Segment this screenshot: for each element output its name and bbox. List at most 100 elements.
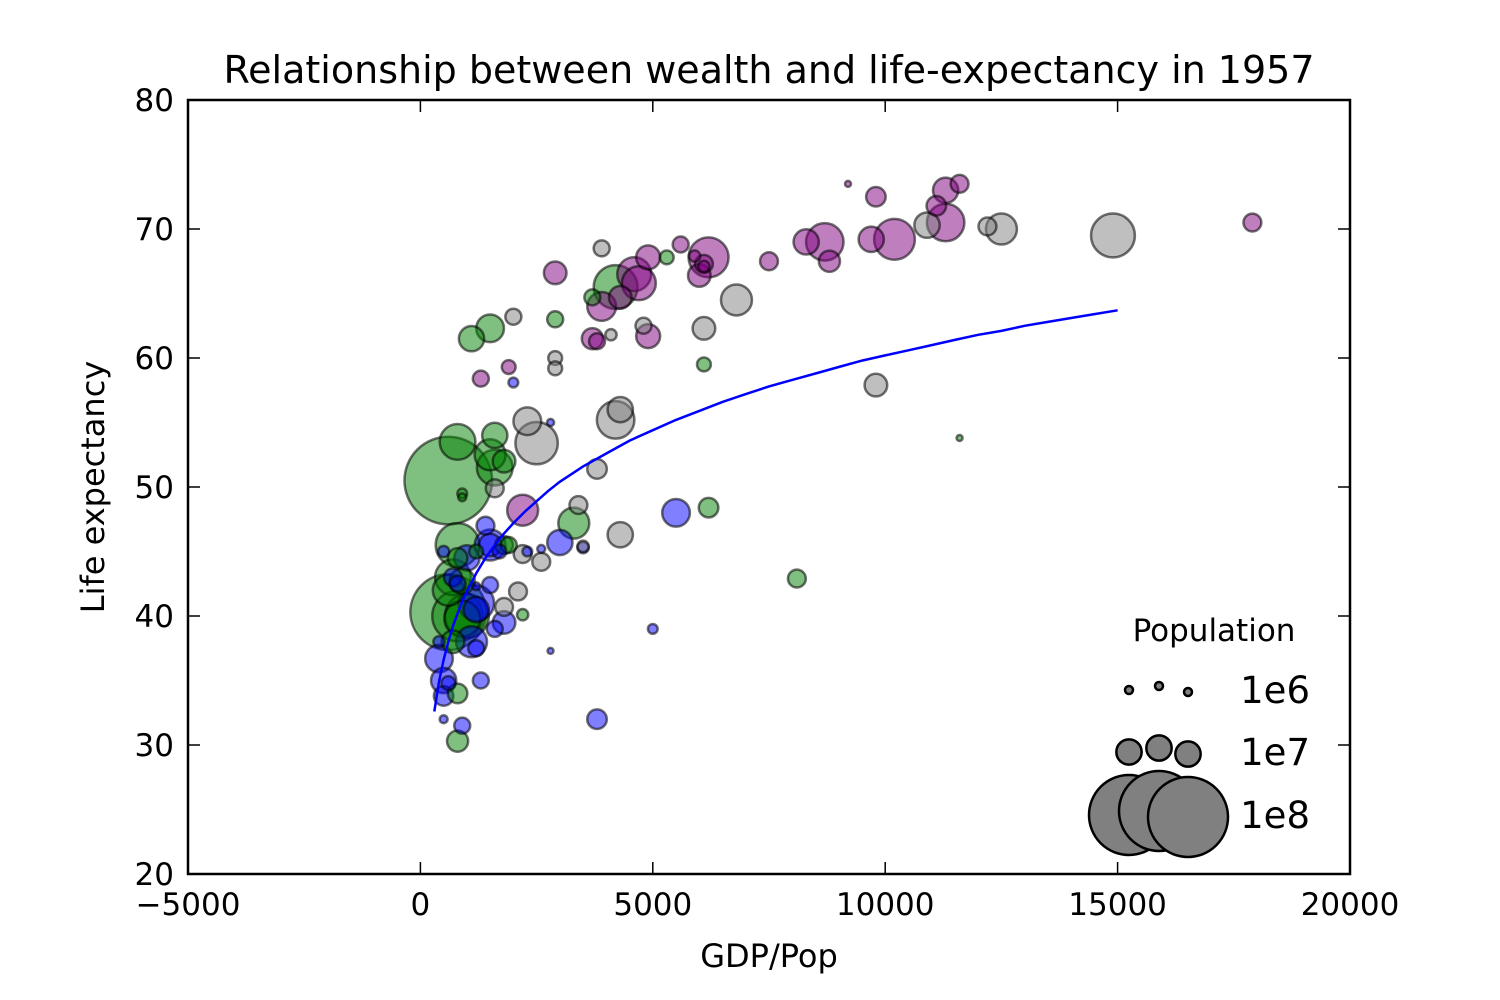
data-point-gray-24 — [493, 596, 515, 618]
axis-ticks: −5000 0 5000 10000 15000 20000 20 30 40 50 60 70 80 — [135, 83, 1400, 923]
data-point-purple-26 — [587, 331, 607, 351]
y-tick-label: 70 — [135, 212, 174, 248]
data-point-gray-5 — [691, 315, 717, 341]
x-axis-label: GDP/Pop — [700, 937, 838, 975]
data-point-blue-12 — [480, 575, 500, 595]
data-point-blue-26 — [438, 713, 449, 725]
data-point-purple-17 — [634, 244, 662, 271]
data-point-blue-10 — [448, 574, 467, 593]
data-point-purple-6 — [1242, 212, 1263, 233]
data-point-green-28 — [786, 568, 808, 589]
legend-label-1e7: 1e7 — [1240, 731, 1310, 774]
data-point-blue-7 — [545, 528, 574, 557]
data-point-gray-12 — [863, 372, 889, 398]
data-point-purple-12 — [758, 251, 780, 272]
data-point-blue-14 — [485, 619, 505, 639]
data-point-gray-7 — [604, 327, 618, 342]
y-tick-label: 20 — [135, 857, 174, 893]
data-point-green-21 — [545, 310, 565, 329]
data-point-blue-18 — [432, 634, 446, 649]
data-point-purple-7 — [792, 228, 821, 256]
legend-label-1e8: 1e8 — [1240, 794, 1310, 837]
data-point-blue-25 — [585, 708, 609, 731]
data-point-blue-6 — [475, 515, 496, 536]
fit-line-group — [433, 309, 1118, 712]
legend-marker-1e7 — [1174, 740, 1202, 768]
data-point-blue-4 — [521, 545, 534, 558]
legend-marker-1e6 — [1123, 684, 1135, 696]
y-tick-label: 30 — [135, 728, 174, 764]
data-point-gray-3 — [913, 211, 941, 240]
data-point-purple-21 — [542, 260, 568, 286]
data-point-purple-11 — [817, 249, 842, 274]
legend-marker-1e7 — [1145, 734, 1173, 762]
data-point-purple-3 — [949, 173, 970, 195]
legend-marker-1e6 — [1182, 686, 1194, 698]
data-point-blue-0 — [436, 544, 451, 559]
data-point-gray-6 — [634, 316, 653, 335]
data-point-gray-19 — [568, 494, 589, 516]
data-point-purple-1 — [864, 185, 887, 208]
y-tick-label: 50 — [135, 470, 174, 506]
data-point-purple-9 — [857, 225, 886, 254]
data-point-gray-22 — [531, 551, 552, 573]
data-point-purple-4 — [925, 194, 948, 217]
data-point-gray-25 — [576, 539, 590, 554]
data-point-gray-8 — [592, 239, 611, 258]
data-point-green-24 — [658, 249, 675, 266]
legend: Population 1e6 1e7 1e8 — [1087, 613, 1310, 859]
data-point-green-22 — [583, 288, 602, 307]
chart-title: Relationship between wealth and life-exp… — [223, 48, 1314, 92]
data-point-green-7 — [456, 492, 468, 503]
data-point-green-33 — [446, 546, 469, 569]
data-point-green-27 — [697, 496, 720, 519]
data-point-gray-4 — [719, 283, 754, 317]
data-point-purple-28 — [471, 369, 491, 388]
data-point-gray-20 — [606, 520, 635, 549]
x-tick-label: 5000 — [613, 887, 692, 923]
data-point-blue-28 — [546, 646, 555, 656]
y-tick-label: 40 — [135, 599, 174, 635]
data-point-green-25 — [695, 356, 713, 373]
data-point-gray-0 — [1089, 212, 1137, 259]
data-point-purple-23 — [607, 284, 633, 310]
x-tick-label: 15000 — [1068, 887, 1167, 923]
data-point-blue-21 — [440, 674, 457, 692]
data-point-purple-14 — [687, 249, 702, 263]
legend-marker-1e7 — [1115, 738, 1143, 766]
legend-marker-1e8 — [1146, 775, 1230, 859]
data-point-blue-13 — [462, 595, 491, 624]
x-tick-label: 0 — [411, 887, 431, 923]
y-axis-label: Life expectancy — [74, 361, 112, 613]
data-point-purple-0 — [843, 179, 853, 189]
data-point-green-19 — [457, 324, 486, 353]
legend-label-1e6: 1e6 — [1240, 669, 1310, 712]
x-tick-label: 20000 — [1301, 887, 1400, 923]
data-point-purple-29 — [505, 493, 540, 527]
data-point-green-2 — [480, 421, 509, 450]
data-point-blue-29 — [507, 376, 520, 389]
data-points — [403, 173, 1263, 753]
data-point-purple-30 — [697, 259, 711, 274]
data-point-blue-17 — [466, 639, 486, 658]
data-point-green-5 — [491, 448, 517, 474]
data-point-green-32 — [467, 543, 485, 560]
fit-line — [433, 309, 1118, 712]
data-point-gray-23 — [507, 581, 529, 602]
data-point-blue-11 — [470, 581, 482, 592]
data-point-green-1 — [438, 422, 477, 461]
data-point-green-34 — [515, 607, 530, 622]
y-tick-label: 80 — [135, 83, 174, 119]
data-point-blue-30 — [545, 417, 556, 428]
x-tick-label: 10000 — [836, 887, 935, 923]
data-point-green-29 — [955, 433, 964, 443]
data-point-gray-2 — [977, 216, 998, 237]
y-tick-label: 60 — [135, 341, 174, 377]
legend-title: Population — [1133, 613, 1296, 649]
data-point-blue-27 — [646, 622, 659, 636]
data-point-blue-24 — [452, 716, 472, 735]
legend-marker-1e6 — [1153, 680, 1165, 692]
